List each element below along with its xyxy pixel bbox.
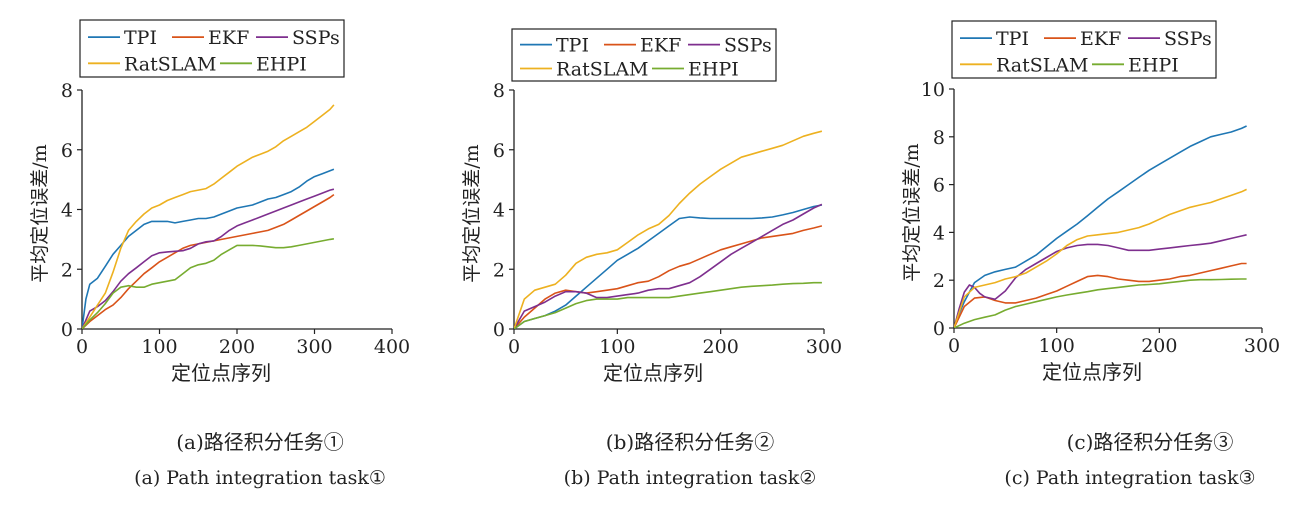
legend-label-ehpi: EHPI <box>688 59 739 81</box>
y-tick-label: 2 <box>493 259 505 281</box>
caption-c-en: (c) Path integration task③ <box>1004 467 1256 489</box>
legend-label-ratslam: RatSLAM <box>996 54 1089 76</box>
legend-label-ehpi: EHPI <box>256 53 307 75</box>
x-axis-label: 定位点序列 <box>603 361 703 385</box>
legend-label-ssps: SSPs <box>724 35 772 57</box>
series-line-ehpi <box>82 238 335 329</box>
series-line-tpi <box>514 204 823 329</box>
series-line-ekf <box>954 262 1247 328</box>
y-tick-label: 0 <box>493 319 505 341</box>
y-tick-label: 8 <box>493 80 505 102</box>
legend-label-ratslam: RatSLAM <box>124 53 217 75</box>
series-line-ratslam <box>954 188 1247 328</box>
y-tick-label: 6 <box>493 140 505 162</box>
series-line-tpi <box>954 125 1247 328</box>
caption-a-zh: (a)路径积分任务① <box>176 430 344 454</box>
x-tick-label: 200 <box>219 336 255 358</box>
legend-label-ekf: EKF <box>1080 28 1121 50</box>
series-line-ratslam <box>82 104 335 329</box>
x-axis-label: 定位点序列 <box>1042 360 1142 384</box>
caption-c-zh: (c)路径积分任务③ <box>1066 430 1234 454</box>
chart-b: 0 100 200 300 0 2 4 6 8 定位点序列 平均定位误差/m TPI EKF SSPs Ra… <box>461 28 842 385</box>
legend-label-ssps: SSPs <box>292 27 340 49</box>
y-tick-label: 4 <box>933 222 945 244</box>
legend-box <box>79 19 345 78</box>
legend: TPI EKF SSPs RatSLAM EHPI <box>951 20 1217 79</box>
x-tick-label: 200 <box>703 336 739 358</box>
caption-a-en: (a) Path integration task① <box>134 467 386 489</box>
legend-label-ehpi: EHPI <box>1128 54 1179 76</box>
x-tick-label: 300 <box>806 336 842 358</box>
x-tick-label: 0 <box>948 335 960 357</box>
x-tick-label: 100 <box>599 336 635 358</box>
caption-b-zh: (b)路径积分任务② <box>605 430 775 454</box>
chart-c: 0 100 200 300 0 2 4 6 8 10 定位点序列 平均定位误差/m TPI EKF SSPs… <box>901 20 1280 384</box>
x-tick-label: 300 <box>296 336 332 358</box>
y-tick-label: 4 <box>493 200 505 222</box>
series-line-ehpi <box>514 281 822 329</box>
series-line-ehpi <box>954 278 1247 328</box>
x-axis-label: 定位点序列 <box>171 361 271 385</box>
legend: TPI EKF SSPs RatSLAM EHPI <box>79 19 345 78</box>
legend-label-ratslam: RatSLAM <box>556 59 649 81</box>
x-tick-label: 0 <box>76 336 88 358</box>
x-tick-label: 400 <box>374 336 410 358</box>
y-tick-label: 6 <box>933 175 945 197</box>
x-tick-label: 100 <box>1039 335 1075 357</box>
y-tick-label: 8 <box>61 80 73 102</box>
x-tick-label: 300 <box>1244 335 1280 357</box>
legend-label-tpi: TPI <box>556 35 589 57</box>
legend-box <box>951 20 1217 79</box>
series-line-ratslam <box>514 130 823 329</box>
y-tick-label: 2 <box>933 270 945 292</box>
chart-a: 0 100 200 300 400 0 2 4 6 8 定位点序列 平均定位误差/m TPI EKF SSP… <box>29 19 410 385</box>
y-tick-label: 8 <box>933 127 945 149</box>
series-line-ssps <box>82 188 335 329</box>
x-tick-label: 0 <box>508 336 520 358</box>
legend-label-ekf: EKF <box>208 27 249 49</box>
legend-label-tpi: TPI <box>124 27 157 49</box>
y-tick-label: 0 <box>61 319 73 341</box>
legend-box <box>511 28 777 82</box>
legend-label-ekf: EKF <box>640 35 681 57</box>
y-axis-label: 平均定位误差/m <box>29 144 51 282</box>
y-axis-label: 平均定位误差/m <box>461 144 483 282</box>
series-line-ssps <box>954 234 1247 328</box>
y-tick-label: 2 <box>61 259 73 281</box>
y-tick-label: 6 <box>61 140 73 162</box>
x-tick-label: 200 <box>1141 335 1177 357</box>
legend: TPI EKF SSPs RatSLAM EHPI <box>511 28 777 82</box>
caption-b-en: (b) Path integration task② <box>563 467 817 489</box>
y-tick-label: 0 <box>933 318 945 340</box>
legend-label-ssps: SSPs <box>1164 28 1212 50</box>
series-line-ssps <box>514 203 823 329</box>
x-tick-label: 100 <box>141 336 177 358</box>
series-line-ekf <box>514 225 823 329</box>
legend-label-tpi: TPI <box>996 28 1029 50</box>
series-line-tpi <box>82 168 335 329</box>
y-tick-label: 10 <box>921 79 945 101</box>
y-axis-label: 平均定位误差/m <box>901 143 923 281</box>
y-tick-label: 4 <box>61 200 73 222</box>
